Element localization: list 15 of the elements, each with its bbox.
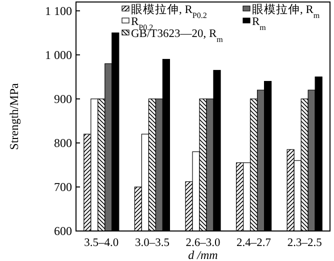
y-tick-label: 700 bbox=[54, 180, 72, 194]
x-tick-label: 2.6–3.0 bbox=[186, 237, 220, 249]
y-axis-title: Strength/MPa bbox=[7, 82, 21, 150]
y-tick-label: 600 bbox=[54, 224, 72, 238]
x-tick-label: 3.0–3.5 bbox=[134, 237, 170, 249]
x-axis-title: d /mm bbox=[188, 248, 218, 261]
y-tick-label: 1 000 bbox=[45, 48, 72, 62]
y-tick-label: 800 bbox=[54, 136, 72, 150]
legend-label: R$_{m}$ bbox=[252, 16, 267, 32]
x-tick-label: 2.4–2.7 bbox=[236, 237, 272, 249]
legend-label: GB/T3623—20, R$_{m}$ bbox=[131, 28, 224, 44]
x-tick-label: 3.5–4.0 bbox=[84, 237, 119, 249]
y-tick-label: 1 100 bbox=[45, 4, 72, 18]
x-tick-label: 2.3–2.5 bbox=[287, 237, 322, 249]
y-tick-label: 900 bbox=[54, 92, 72, 106]
